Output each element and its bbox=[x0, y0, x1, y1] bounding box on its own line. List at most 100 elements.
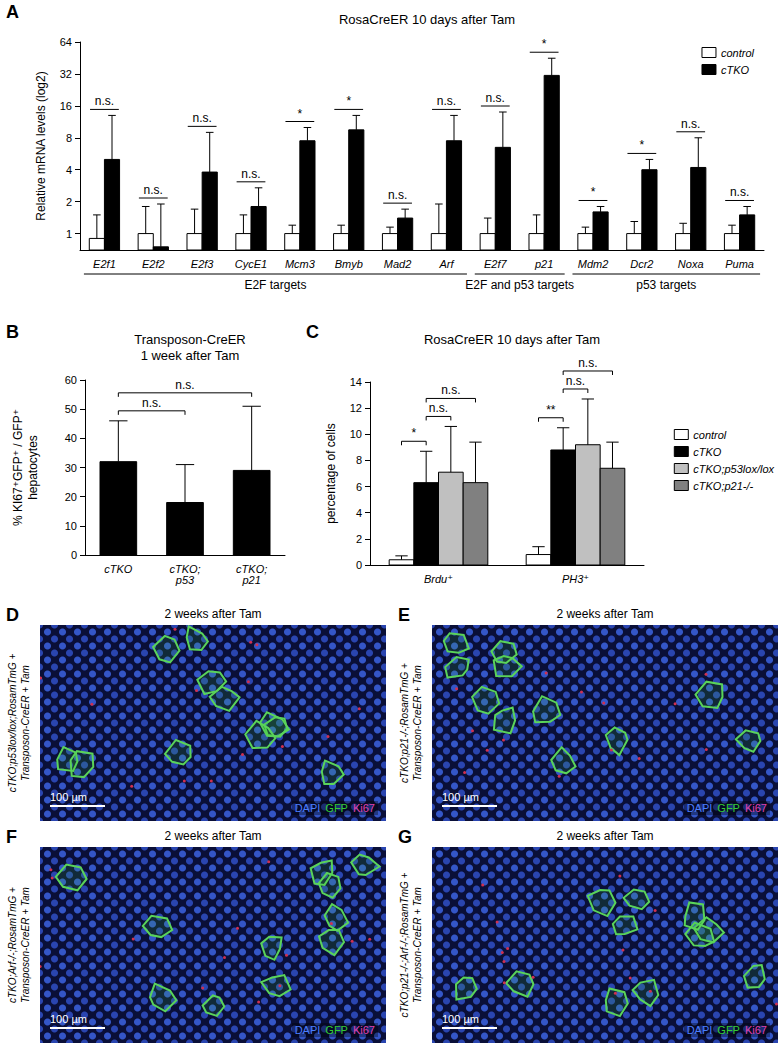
svg-text:64: 64 bbox=[60, 36, 72, 48]
svg-text:control: control bbox=[693, 429, 727, 441]
svg-text:Arf: Arf bbox=[438, 258, 454, 270]
svg-text:0: 0 bbox=[71, 549, 77, 561]
svg-text:RosaCreER 10 days after Tam: RosaCreER 10 days after Tam bbox=[424, 332, 600, 347]
html-text:2 weeks after Tam: 2 weeks after Tam bbox=[164, 829, 262, 843]
svg-text:Dcr2: Dcr2 bbox=[630, 258, 653, 270]
svg-text:Brdu⁺: Brdu⁺ bbox=[424, 573, 453, 585]
svg-text:E2F targets: E2F targets bbox=[244, 278, 306, 292]
svg-text:n.s.: n.s. bbox=[578, 356, 597, 370]
html-text:D: D bbox=[6, 605, 19, 625]
svg-text:p53: p53 bbox=[175, 574, 195, 586]
html-text:G: G bbox=[398, 827, 412, 847]
svg-text:2: 2 bbox=[356, 533, 362, 545]
svg-text:hepatocytes: hepatocytes bbox=[26, 435, 40, 500]
html-text:C: C bbox=[306, 322, 319, 342]
svg-text:cTKO: cTKO bbox=[721, 64, 750, 76]
svg-text:n.s.: n.s. bbox=[681, 117, 700, 131]
svg-text:PH3⁺: PH3⁺ bbox=[562, 573, 589, 585]
svg-text:n.s.: n.s. bbox=[730, 185, 749, 199]
html-text:B: B bbox=[6, 322, 19, 342]
svg-text:14: 14 bbox=[350, 376, 362, 388]
svg-text:8: 8 bbox=[356, 454, 362, 466]
svg-text:E2F and p53 targets: E2F and p53 targets bbox=[465, 278, 574, 292]
svg-text:CycE1: CycE1 bbox=[235, 258, 267, 270]
svg-text:E2f3: E2f3 bbox=[191, 258, 215, 270]
svg-text:Puma: Puma bbox=[725, 258, 754, 270]
svg-text:n.s.: n.s. bbox=[241, 167, 260, 181]
svg-text:20: 20 bbox=[65, 491, 77, 503]
svg-text:cTKO;p21-/-: cTKO;p21-/- bbox=[693, 480, 753, 492]
svg-text:**: ** bbox=[546, 403, 556, 417]
html-text:cTKO;p53lox/lox;RosamTmG + Tra: cTKO;p53lox/lox;RosamTmG + Transposon-Cr… bbox=[7, 653, 31, 793]
html-text:E: E bbox=[398, 605, 410, 625]
svg-text:32: 32 bbox=[60, 68, 72, 80]
svg-text:*: * bbox=[346, 94, 351, 108]
svg-text:60: 60 bbox=[65, 374, 77, 386]
svg-text:Mdm2: Mdm2 bbox=[578, 258, 609, 270]
html-text:Ki67: Ki67 bbox=[353, 802, 375, 814]
svg-text:1 week after Tam: 1 week after Tam bbox=[141, 348, 240, 363]
svg-text:0: 0 bbox=[356, 559, 362, 571]
svg-text:10: 10 bbox=[350, 428, 362, 440]
svg-text:p21: p21 bbox=[534, 258, 553, 270]
html-text:100 µm: 100 µm bbox=[442, 791, 479, 803]
svg-text:cTKO;: cTKO; bbox=[236, 562, 268, 575]
svg-text:n.s.: n.s. bbox=[142, 396, 161, 410]
svg-text:50: 50 bbox=[65, 403, 77, 415]
svg-text:cTKO: cTKO bbox=[104, 563, 133, 575]
html-text:cTKO;p21-/-;Arf-/-;RosamTmG +: cTKO;p21-/-;Arf-/-;RosamTmG + Transposon… bbox=[399, 872, 423, 1018]
html-text:cTKO;p21-/-;RosamTmG + Transpo: cTKO;p21-/-;RosamTmG + Transposon-CreER … bbox=[399, 663, 423, 783]
svg-text:Mcm3: Mcm3 bbox=[285, 258, 316, 270]
svg-text:p21: p21 bbox=[241, 574, 260, 586]
svg-text:Transposon-CreER: Transposon-CreER bbox=[134, 332, 246, 347]
svg-text:control: control bbox=[721, 47, 755, 59]
svg-text:cTKO;p53lox/lox: cTKO;p53lox/lox bbox=[693, 463, 774, 475]
html-text:2 weeks after Tam: 2 weeks after Tam bbox=[556, 829, 654, 843]
svg-text:n.s.: n.s. bbox=[441, 383, 460, 397]
svg-text:Bmyb: Bmyb bbox=[335, 258, 363, 270]
svg-text:Mad2: Mad2 bbox=[384, 258, 412, 270]
html-text:2 weeks after Tam: 2 weeks after Tam bbox=[164, 607, 262, 621]
svg-text:n.s.: n.s. bbox=[192, 111, 211, 125]
svg-text:*: * bbox=[640, 138, 645, 152]
svg-text:Relative mRNA levels (log2): Relative mRNA levels (log2) bbox=[34, 71, 48, 220]
svg-text:RosaCreER 10 days after Tam: RosaCreER 10 days after Tam bbox=[339, 12, 515, 27]
svg-text:16: 16 bbox=[60, 100, 72, 112]
svg-text:*: * bbox=[542, 37, 547, 51]
svg-text:n.s.: n.s. bbox=[486, 91, 505, 105]
svg-text:cTKO: cTKO bbox=[693, 446, 722, 458]
svg-text:n.s.: n.s. bbox=[388, 188, 407, 202]
svg-text:10: 10 bbox=[65, 520, 77, 532]
svg-text:n.s.: n.s. bbox=[144, 183, 163, 197]
html-text:A: A bbox=[6, 2, 19, 22]
svg-text:6: 6 bbox=[356, 481, 362, 493]
svg-text:n.s.: n.s. bbox=[429, 401, 448, 415]
svg-text:8: 8 bbox=[66, 132, 72, 144]
svg-text:Noxa: Noxa bbox=[678, 258, 704, 270]
svg-text:n.s.: n.s. bbox=[437, 94, 456, 108]
svg-text:cTKO;: cTKO; bbox=[169, 562, 201, 575]
svg-text:p53 targets: p53 targets bbox=[636, 278, 696, 292]
svg-text:% KI67⁺GFP⁺ / GFP⁺: % KI67⁺GFP⁺ / GFP⁺ bbox=[11, 409, 25, 526]
svg-text:30: 30 bbox=[65, 462, 77, 474]
svg-text:n.s.: n.s. bbox=[95, 94, 114, 108]
svg-text:n.s.: n.s. bbox=[566, 374, 585, 388]
svg-text:n.s.: n.s. bbox=[175, 378, 194, 392]
svg-text:*: * bbox=[412, 426, 417, 440]
svg-text:4: 4 bbox=[356, 507, 362, 519]
svg-text:percentage of cells: percentage of cells bbox=[324, 423, 338, 524]
html-text:cTKO;Arf-/-;RosamTmG + Transpo: cTKO;Arf-/-;RosamTmG + Transposon-CreER … bbox=[7, 887, 31, 1003]
html-text:DAPI GFP: DAPI GFP bbox=[294, 802, 348, 814]
svg-text:*: * bbox=[298, 107, 303, 121]
html-text:100 µm: 100 µm bbox=[50, 791, 87, 803]
svg-text:E2f1: E2f1 bbox=[93, 258, 116, 270]
svg-text:E2f7: E2f7 bbox=[484, 258, 508, 270]
svg-text:2: 2 bbox=[66, 196, 72, 208]
svg-text:*: * bbox=[591, 185, 596, 199]
svg-text:12: 12 bbox=[350, 402, 362, 414]
svg-text:E2f2: E2f2 bbox=[142, 258, 165, 270]
html-text:2 weeks after Tam: 2 weeks after Tam bbox=[556, 607, 654, 621]
svg-text:40: 40 bbox=[65, 432, 77, 444]
svg-text:1: 1 bbox=[66, 228, 72, 240]
svg-text:4: 4 bbox=[66, 164, 72, 176]
